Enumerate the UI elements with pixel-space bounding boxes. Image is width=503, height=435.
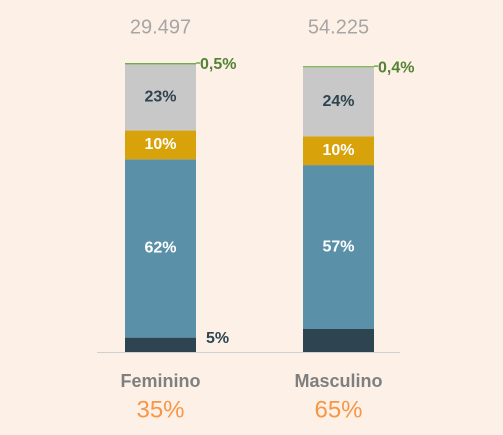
value-label: 5% <box>206 330 229 347</box>
bar-segment <box>125 159 196 338</box>
share-label: 65% <box>314 396 362 423</box>
bar-segment <box>125 130 196 160</box>
bar-segment <box>303 165 374 329</box>
value-label: 0,5% <box>200 56 236 73</box>
value-label: 62% <box>144 240 176 257</box>
value-label: 57% <box>322 238 354 255</box>
bar-segment <box>125 64 196 131</box>
category-label: Masculino <box>294 371 382 391</box>
share-label: 35% <box>136 396 184 423</box>
total-label: 54.225 <box>308 16 369 38</box>
value-label: 10% <box>144 136 176 153</box>
bar-segment <box>125 63 196 65</box>
bar-segment <box>303 67 374 137</box>
category-label: Feminino <box>121 371 201 391</box>
value-label: 24% <box>322 93 354 110</box>
bar-segment <box>303 328 374 352</box>
bar-segment <box>303 66 374 68</box>
value-label: 23% <box>144 89 176 106</box>
value-label: 0,4% <box>378 59 414 76</box>
bar-segment <box>125 337 196 352</box>
bar-segment <box>303 136 374 166</box>
value-label: 8% <box>327 332 350 349</box>
value-label: 10% <box>322 142 354 159</box>
total-label: 29.497 <box>130 16 191 38</box>
